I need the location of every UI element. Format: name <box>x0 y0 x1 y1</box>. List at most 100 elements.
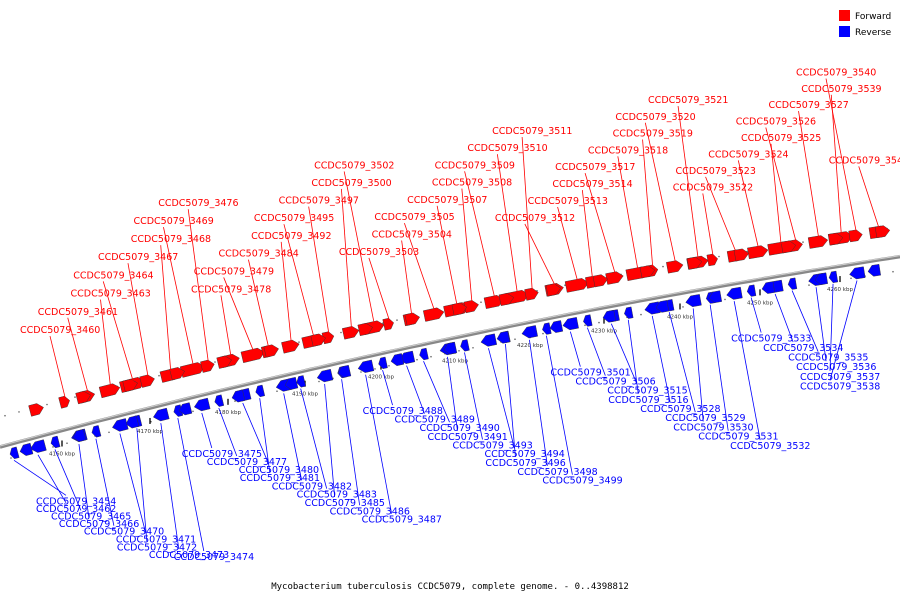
reverse-gene-arrow <box>255 384 266 398</box>
reverse-gene-arrow <box>685 294 702 307</box>
forward-gene-arrow <box>592 274 609 288</box>
label-leader-line <box>529 339 548 466</box>
forward-gene-arrow <box>310 333 326 347</box>
label-leader-line <box>617 156 639 270</box>
reverse-gene-label: CCDC5079_3466 <box>59 519 139 530</box>
reverse-gene-arrow <box>284 376 299 390</box>
reverse-gene-arrow <box>624 306 634 319</box>
forward-gene-arrow <box>733 248 750 262</box>
forward-gene-label: CCDC5079_3524 <box>708 149 788 160</box>
label-leader-line <box>545 335 573 475</box>
track-dot <box>564 284 566 287</box>
forward-gene-label: CCDC5079_3500 <box>311 178 391 189</box>
forward-gene-label: CCDC5079_3495 <box>254 213 334 224</box>
track-dot <box>10 457 12 459</box>
reverse-gene-label: CCDC5079_3499 <box>542 476 622 487</box>
label-leader-line <box>774 293 794 343</box>
forward-gene-label: CCDC5079_3478 <box>191 284 271 295</box>
forward-gene-label: CCDC5079_3522 <box>673 182 753 193</box>
track-dot <box>396 319 398 321</box>
label-leader-line <box>160 423 180 550</box>
forward-gene-label: CCDC5079_3492 <box>251 231 331 242</box>
label-leader-line <box>406 365 425 414</box>
track-dot <box>298 341 300 343</box>
label-leader-line <box>280 241 292 342</box>
forward-gene-arrow <box>58 395 70 409</box>
axis-tick-label: 4250 kbp <box>747 300 773 306</box>
label-leader-line <box>858 166 880 228</box>
label-leader-line <box>447 356 458 431</box>
forward-gene-label: CCDC5079_3511 <box>492 126 572 137</box>
forward-gene-arrow <box>122 378 138 393</box>
label-leader-line <box>825 78 857 231</box>
axis-tick-label: 4170 kbp <box>137 429 163 435</box>
reverse-gene-label: CCDC5079_3465 <box>51 511 131 522</box>
label-leader-line <box>586 327 606 376</box>
label-leader-line <box>248 259 269 347</box>
reverse-gene-label: CCDC5079_3530 <box>673 422 753 433</box>
reverse-gene-arrow <box>726 286 743 300</box>
forward-gene-arrow <box>263 344 279 358</box>
forward-gene-label: CCDC5079_3517 <box>555 162 635 173</box>
reverse-gene-arrow <box>296 375 306 388</box>
label-leader-line <box>733 301 761 441</box>
track-dot <box>640 313 642 316</box>
reverse-gene-arrow <box>125 415 140 429</box>
label-leader-line <box>283 393 303 481</box>
label-leader-line <box>644 122 676 262</box>
reverse-gene-arrow <box>214 394 225 407</box>
forward-gene-arrow <box>382 318 394 331</box>
reverse-gene-arrow <box>787 277 798 290</box>
legend-reverse-label: Reverse <box>855 28 892 38</box>
reverse-gene-arrow <box>761 281 775 294</box>
forward-gene-label: CCDC5079_3463 <box>70 289 150 300</box>
forward-gene-arrow <box>564 278 589 293</box>
label-leader-line <box>798 111 819 238</box>
track-dot <box>892 270 894 273</box>
label-leader-line <box>242 402 270 465</box>
forward-gene-arrow <box>747 245 769 260</box>
track-dot <box>18 411 20 413</box>
forward-gene-arrow <box>75 390 91 405</box>
forward-gene-label: CCDC5079_3461 <box>38 307 118 318</box>
reverse-gene-arrow <box>828 270 839 283</box>
reverse-gene-label: CCDC5079_3490 <box>420 423 500 434</box>
track-dot <box>682 306 684 308</box>
track-dot <box>598 321 600 324</box>
label-leader-line <box>505 343 516 457</box>
reverse-gene-label: CCDC5079_3473 <box>149 550 229 561</box>
reverse-gene-label: CCDC5079_3496 <box>485 458 565 469</box>
label-leader-line <box>705 176 736 252</box>
track-dot <box>514 338 516 341</box>
label-leader-line <box>341 188 352 328</box>
reverse-gene-label: CCDC5079_3481 <box>240 473 320 484</box>
label-leader-line <box>770 143 782 244</box>
reverse-gene-label: CCDC5079_3537 <box>800 372 880 383</box>
label-leader-line <box>750 297 762 333</box>
reverse-gene-label: CCDC5079_3470 <box>84 527 164 538</box>
reverse-gene-arrow <box>193 397 211 412</box>
reverse-gene-label: CCDC5079_3480 <box>239 465 319 476</box>
reverse-gene-arrow <box>521 325 538 339</box>
reverse-gene-arrow <box>746 284 757 297</box>
reverse-gene-arrow <box>542 322 552 335</box>
track-dot <box>584 324 586 327</box>
track-dot <box>52 446 54 448</box>
track-dot <box>360 371 362 373</box>
axis-tick-label: 4210 kbp <box>442 359 468 365</box>
label-leader-line <box>521 137 533 290</box>
axis-tick-label: 4240 kbp <box>667 314 693 320</box>
forward-gene-arrow <box>463 300 479 314</box>
gene-labels: CCDC5079_3460 CCDC5079_3461 CCDC5079_3463 C… <box>20 68 900 563</box>
track-dot <box>276 390 278 393</box>
label-leader-line <box>404 222 435 311</box>
forward-gene-arrow <box>200 359 215 373</box>
label-leader-line <box>37 454 67 504</box>
forward-gene-arrow <box>706 253 718 267</box>
gene-arrows <box>9 225 891 460</box>
reverse-gene-label: CCDC5079_3515 <box>607 386 687 397</box>
reverse-gene-arrow <box>849 266 866 280</box>
label-leader-line <box>220 295 232 357</box>
label-leader-line <box>160 245 172 372</box>
